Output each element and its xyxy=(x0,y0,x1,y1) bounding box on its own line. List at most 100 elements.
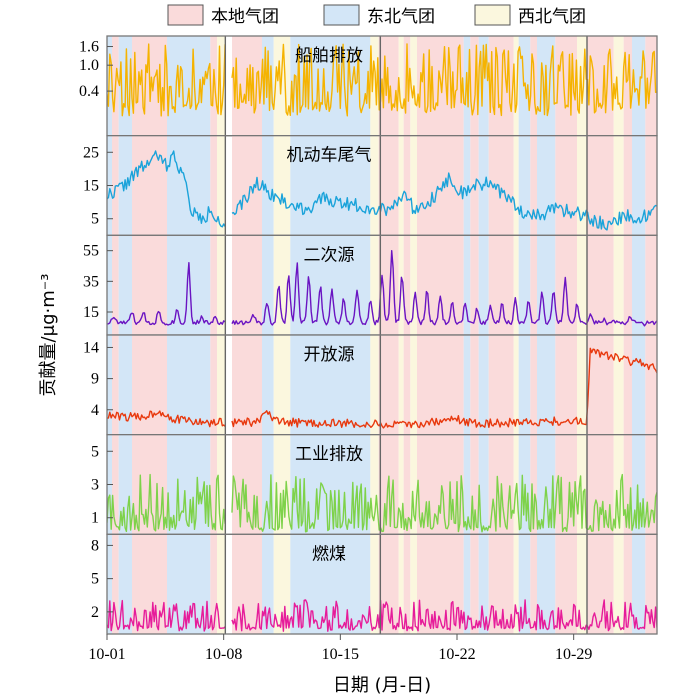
air-mass-band xyxy=(262,434,274,535)
air-mass-band xyxy=(537,534,556,634)
air-mass-band xyxy=(587,434,614,535)
panel-title: 机动车尾气 xyxy=(287,146,372,166)
air-mass-band xyxy=(470,434,479,535)
air-mass-band xyxy=(403,135,411,236)
air-mass-band xyxy=(370,335,379,435)
air-mass-band xyxy=(403,534,411,634)
air-mass-band xyxy=(513,235,519,335)
air-mass-band xyxy=(378,335,399,435)
series xyxy=(107,43,657,117)
air-mass-band xyxy=(417,135,464,236)
air-mass-band xyxy=(645,36,657,136)
legend-label: 西北气团 xyxy=(518,7,586,27)
air-mass-band xyxy=(613,235,624,335)
air-mass-band xyxy=(403,434,411,535)
air-mass-band xyxy=(613,434,624,535)
air-mass-band xyxy=(370,235,379,335)
legend: 本地气团 东北气团 西北气团 xyxy=(167,4,586,27)
series xyxy=(107,249,657,327)
air-mass-band xyxy=(118,434,132,535)
x-tick-label: 10-22 xyxy=(438,646,475,663)
x-tick-label: 10-08 xyxy=(205,646,242,663)
air-mass-band xyxy=(107,235,112,335)
series-line xyxy=(107,150,226,228)
air-mass-band xyxy=(623,434,632,535)
y-tick-label: 0.4 xyxy=(79,83,99,100)
air-mass-band xyxy=(410,335,417,435)
air-mass-band xyxy=(398,36,404,136)
y-tick-label: 5 xyxy=(91,211,99,228)
x-axis: 10-01 10-08 10-15 10-22 10-29 xyxy=(88,634,592,663)
air-mass-band xyxy=(370,434,379,535)
series xyxy=(107,473,657,533)
air-mass-band xyxy=(632,235,646,335)
air-mass-band xyxy=(518,235,531,335)
panel: 5 15 25 机动车尾气 xyxy=(83,135,658,236)
air-mass-band xyxy=(217,335,226,435)
air-mass-background xyxy=(107,335,657,435)
air-mass-band xyxy=(410,434,417,535)
series xyxy=(107,347,657,429)
y-tick-label: 5 xyxy=(91,571,99,588)
air-mass-band xyxy=(262,534,274,634)
panel-frame xyxy=(106,533,658,635)
y-tick-label: 55 xyxy=(83,243,99,260)
legend-swatch xyxy=(323,4,360,26)
air-mass-band xyxy=(463,434,471,535)
panel-title: 开放源 xyxy=(304,345,355,365)
series-line xyxy=(231,473,657,533)
air-mass-band xyxy=(513,335,519,435)
air-mass-band xyxy=(217,135,226,236)
air-mass-band xyxy=(112,534,119,634)
air-mass-band xyxy=(623,534,632,634)
air-mass-band xyxy=(530,135,537,236)
y-tick-label: 14 xyxy=(83,339,99,356)
air-mass-band xyxy=(132,135,167,236)
y-tick-label: 4 xyxy=(91,402,99,419)
air-mass-band xyxy=(290,235,371,335)
air-mass-background xyxy=(107,135,657,236)
air-mass-band xyxy=(632,135,646,236)
series-line xyxy=(231,172,657,231)
air-mass-band xyxy=(463,335,471,435)
air-mass-band xyxy=(232,135,262,236)
air-mass-band xyxy=(403,335,411,435)
air-mass-band xyxy=(262,235,274,335)
series xyxy=(107,599,657,632)
air-mass-band xyxy=(398,434,404,535)
air-mass-band xyxy=(577,235,587,335)
air-mass-band xyxy=(518,335,531,435)
air-mass-band xyxy=(537,235,556,335)
air-mass-band xyxy=(623,36,632,136)
air-mass-band xyxy=(645,335,657,435)
air-mass-band xyxy=(132,335,167,435)
air-mass-band xyxy=(577,434,587,535)
air-mass-band xyxy=(417,235,464,335)
air-mass-band xyxy=(262,36,274,136)
panel: 15 35 55 二次源 xyxy=(83,234,658,336)
y-axis-title: 贡献量/μg·m⁻³ xyxy=(38,274,59,397)
air-mass-band xyxy=(613,135,624,236)
air-mass-band xyxy=(577,335,587,435)
air-mass-band xyxy=(577,534,587,634)
air-mass-band xyxy=(210,534,217,634)
air-mass-band xyxy=(613,534,624,634)
air-mass-band xyxy=(537,135,556,236)
air-mass-band xyxy=(623,335,632,435)
air-mass-band xyxy=(118,335,132,435)
series-line xyxy=(231,599,657,632)
y-tick-label: 9 xyxy=(91,371,99,388)
air-mass-band xyxy=(290,335,371,435)
air-mass-band xyxy=(645,135,657,236)
air-mass-band xyxy=(623,135,632,236)
air-mass-band xyxy=(478,335,489,435)
panel: 2 5 8 燃煤 xyxy=(91,533,658,635)
air-mass-band xyxy=(273,135,291,236)
air-mass-band xyxy=(273,335,291,435)
air-mass-band xyxy=(478,534,489,634)
air-mass-band xyxy=(210,434,217,535)
y-tick-label: 15 xyxy=(83,304,99,321)
series-line xyxy=(107,262,226,326)
panel-title: 二次源 xyxy=(304,245,355,265)
